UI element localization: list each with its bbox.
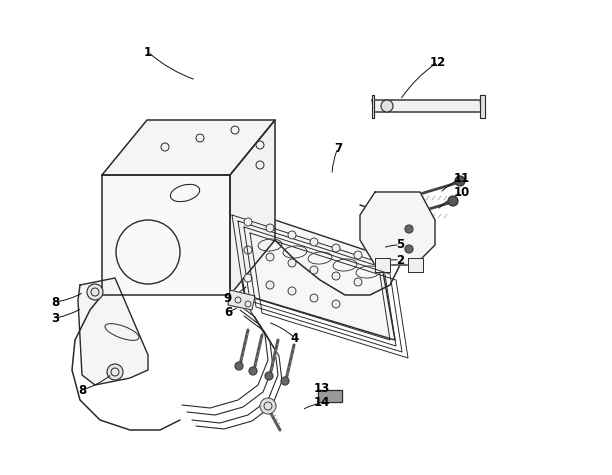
Polygon shape [102, 175, 230, 295]
Polygon shape [408, 258, 423, 272]
Circle shape [332, 244, 340, 252]
Circle shape [260, 398, 276, 414]
Polygon shape [372, 95, 374, 118]
Polygon shape [480, 95, 485, 118]
Text: 9: 9 [224, 292, 232, 304]
Text: 10: 10 [454, 187, 470, 200]
Circle shape [244, 274, 252, 282]
Circle shape [455, 176, 465, 186]
Circle shape [405, 225, 413, 233]
Circle shape [244, 246, 252, 254]
Circle shape [354, 251, 362, 259]
Circle shape [288, 287, 296, 295]
Circle shape [266, 253, 274, 261]
Circle shape [249, 367, 257, 375]
Text: 13: 13 [314, 381, 330, 395]
Circle shape [448, 196, 458, 206]
Circle shape [107, 364, 123, 380]
Circle shape [310, 238, 318, 246]
Polygon shape [102, 120, 275, 175]
Circle shape [354, 278, 362, 286]
Polygon shape [230, 205, 395, 340]
Circle shape [310, 294, 318, 302]
Circle shape [288, 231, 296, 239]
Circle shape [332, 272, 340, 280]
Text: 6: 6 [224, 305, 232, 319]
Text: 8: 8 [78, 383, 86, 397]
Text: 12: 12 [430, 56, 446, 68]
Polygon shape [78, 278, 148, 385]
Polygon shape [372, 100, 482, 112]
Circle shape [265, 372, 273, 380]
Text: 5: 5 [396, 238, 404, 251]
Circle shape [281, 377, 289, 385]
Text: 7: 7 [334, 142, 342, 154]
Circle shape [332, 300, 340, 308]
Text: 2: 2 [396, 254, 404, 266]
Polygon shape [360, 192, 435, 265]
Circle shape [405, 245, 413, 253]
Polygon shape [375, 258, 390, 272]
Circle shape [235, 362, 243, 370]
Circle shape [87, 284, 103, 300]
Circle shape [381, 100, 393, 112]
Circle shape [266, 281, 274, 289]
Text: 11: 11 [454, 171, 470, 184]
Circle shape [310, 266, 318, 274]
Text: 3: 3 [51, 312, 59, 324]
Text: 14: 14 [314, 397, 330, 409]
Text: 8: 8 [51, 295, 59, 308]
Polygon shape [318, 390, 342, 402]
Circle shape [266, 224, 274, 232]
Text: 4: 4 [291, 332, 299, 344]
Polygon shape [230, 120, 275, 295]
Text: 1: 1 [144, 46, 152, 58]
Circle shape [244, 218, 252, 226]
Circle shape [288, 259, 296, 267]
Polygon shape [228, 290, 255, 310]
